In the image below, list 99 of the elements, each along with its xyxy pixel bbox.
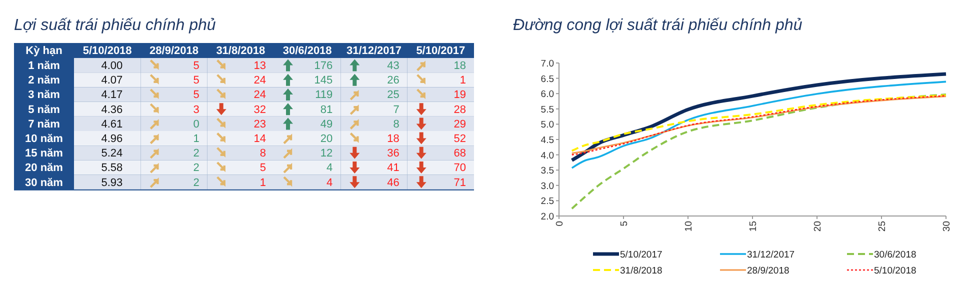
data-label: 81 <box>320 104 333 116</box>
data-label: 18 <box>454 60 466 72</box>
y-tick-label: 5.5 <box>540 104 554 116</box>
data-label: 25 <box>387 89 400 102</box>
line-series <box>570 94 947 210</box>
data-label: 2 <box>193 176 200 189</box>
y-tick-label: 3.0 <box>540 180 554 192</box>
y-tick-label: 15 năm <box>25 148 64 160</box>
y-tick-label: 6.0 <box>540 89 554 100</box>
data-label: 1 <box>460 74 466 87</box>
data-label: 5 <box>193 74 200 87</box>
x-tick-label: 28/9/2018 <box>150 45 198 57</box>
y-tick-label: 2 năm <box>28 74 60 87</box>
data-label: 19 <box>454 89 466 102</box>
y-tick-label: 1 năm <box>28 60 60 72</box>
y-tick-label: 2.5 <box>540 196 554 208</box>
x-tick-label: 25 <box>877 221 888 232</box>
y-tick-label: 5 năm <box>28 104 60 116</box>
data-label: 26 <box>387 74 400 87</box>
y-tick-label: 7.0 <box>540 58 554 70</box>
line-series <box>571 80 947 169</box>
y-tick-label: 20 năm <box>25 162 64 174</box>
data-label: 4 <box>326 176 333 189</box>
x-tick-label: 15 <box>748 221 759 232</box>
data-label: 71 <box>454 176 466 189</box>
data-label: 5.93 <box>101 176 123 189</box>
y-tick-label: 10 năm <box>25 133 64 145</box>
legend-label: 30/6/2018 <box>874 250 916 260</box>
data-label: 20 <box>320 133 333 145</box>
data-label: 2 <box>193 148 200 160</box>
data-label: 24 <box>254 89 266 102</box>
data-label: 1 <box>193 133 200 145</box>
data-label: 2 <box>193 162 200 174</box>
data-label: 8 <box>393 118 400 130</box>
y-axis-title: Kỳ hạn <box>26 45 63 57</box>
x-tick-label: 5/10/2018 <box>82 45 132 57</box>
data-label: 14 <box>254 133 266 145</box>
data-label: 52 <box>454 133 466 145</box>
data-label: 3 <box>193 104 200 116</box>
data-label: 176 <box>314 60 333 72</box>
data-label: 4.17 <box>101 89 123 102</box>
chart-title: Đường cong lợi suất trái phiếu chính phủ <box>513 17 802 34</box>
y-tick-label: 5.0 <box>540 120 554 131</box>
data-label: 18 <box>387 133 400 145</box>
x-tick-label: 31/8/2018 <box>216 45 266 57</box>
data-label: 0 <box>193 118 200 130</box>
data-label: 4 <box>326 162 333 174</box>
legend-label: 28/9/2018 <box>747 266 790 276</box>
data-label: 4.36 <box>101 104 123 116</box>
x-tick-label: 5 <box>619 221 630 226</box>
data-label: 23 <box>254 118 266 130</box>
y-tick-label: 30 năm <box>25 176 64 189</box>
data-label: 1 <box>260 176 266 189</box>
data-label: 5 <box>193 89 200 102</box>
x-tick-label: 30 <box>942 221 952 232</box>
line-series <box>570 72 948 162</box>
data-label: 32 <box>254 104 266 116</box>
data-label: 13 <box>254 60 266 72</box>
data-label: 5 <box>260 162 266 174</box>
data-label: 36 <box>387 148 400 160</box>
data-label: 4.61 <box>101 118 123 130</box>
legend-label: 31/12/2017 <box>747 250 795 260</box>
data-label: 12 <box>320 148 333 160</box>
data-label: 70 <box>454 162 466 174</box>
x-tick-label: 0 <box>554 221 566 226</box>
x-tick-label: 20 <box>812 221 824 232</box>
data-label: 29 <box>454 118 466 130</box>
data-label: 43 <box>387 60 400 72</box>
data-label: 24 <box>254 74 266 87</box>
y-tick-label: 2.0 <box>540 212 554 222</box>
data-label: 5.58 <box>101 162 123 174</box>
y-tick-label: 3 năm <box>28 89 60 102</box>
data-label: 5 <box>193 60 200 72</box>
data-label: 8 <box>260 148 266 160</box>
data-label: 5.24 <box>101 148 123 160</box>
x-tick-label: 31/12/2017 <box>346 45 402 57</box>
x-tick-label: 30/6/2018 <box>282 45 332 57</box>
y-tick-label: 3.5 <box>540 166 554 177</box>
data-label: 41 <box>387 162 400 174</box>
data-label: 7 <box>393 104 400 116</box>
data-label: 28 <box>454 104 466 116</box>
x-tick-label: 5/10/2017 <box>416 45 466 57</box>
data-label: 4.07 <box>101 74 123 87</box>
y-tick-label: 6.5 <box>540 74 554 85</box>
data-label: 49 <box>320 118 333 130</box>
data-label: 68 <box>454 148 466 160</box>
y-tick-label: 4.0 <box>540 150 554 162</box>
legend-label: 31/8/2018 <box>620 266 662 276</box>
chart-title: Lợi suất trái phiếu chính phủ <box>14 17 216 34</box>
x-tick-label: 10 <box>684 221 694 232</box>
legend-label: 5/10/2017 <box>620 250 662 260</box>
data-label: 145 <box>314 74 333 87</box>
data-label: 4.00 <box>101 60 123 72</box>
data-label: 46 <box>387 176 400 189</box>
y-tick-label: 4.5 <box>540 135 554 146</box>
legend-label: 5/10/2018 <box>874 266 916 276</box>
data-label: 119 <box>315 89 333 102</box>
y-tick-label: 7 năm <box>28 118 60 130</box>
data-label: 4.96 <box>101 133 123 145</box>
